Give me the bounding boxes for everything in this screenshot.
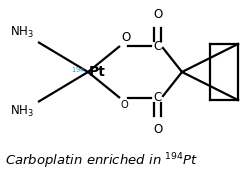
Text: NH$_3$: NH$_3$ [10,104,34,119]
Text: O: O [120,100,128,110]
Text: $\it{Carboplatin\ enriched\ in}$ $^{194}$$\it{Pt}$: $\it{Carboplatin\ enriched\ in}$ $^{194}… [5,151,198,171]
Text: O: O [120,31,130,44]
Text: Pt: Pt [89,65,106,79]
Text: O: O [153,8,162,21]
Text: NH$_3$: NH$_3$ [10,25,34,40]
Text: C: C [153,40,162,53]
Text: $^{194}$: $^{194}$ [71,67,86,77]
Text: O: O [153,123,162,136]
Text: C: C [153,91,162,105]
